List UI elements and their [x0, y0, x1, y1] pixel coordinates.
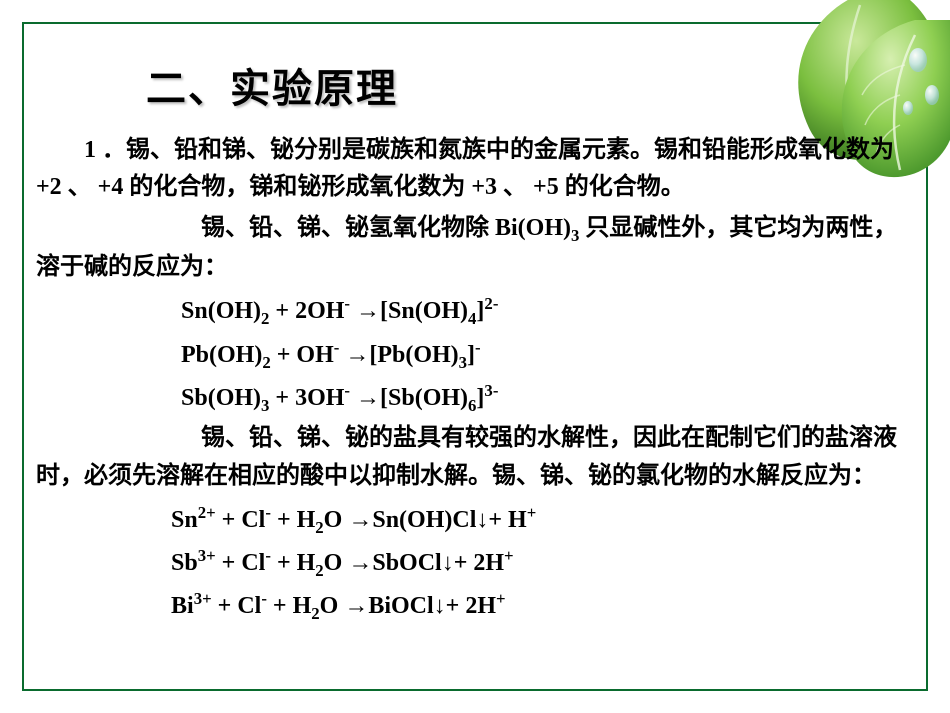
slide-content: 二、实验原理 1 ．锡、铅和锑、铋分别是碳族和氮族中的金属元素。锡和铅能形成氧化… — [36, 36, 914, 629]
paragraph-2: 锡、铅、锑、铋氢氧化物除 Bi(OH)3 只显碱性外，其它均为两性，溶于碱的反应… — [36, 210, 914, 286]
p2-part-a: 锡、铅、锑、铋氢氧化物除 Bi(OH) — [201, 215, 571, 241]
paragraph-3: 锡、铅、锑、铋的盐具有较强的水解性，因此在配制它们的盐溶液时，必须先溶解在相应的… — [36, 420, 914, 494]
p3-text: 锡、铅、锑、铋的盐具有较强的水解性，因此在配制它们的盐溶液时，必须先溶解在相应的… — [36, 425, 897, 488]
section-title: 二、实验原理 — [146, 56, 914, 114]
hydrolysis-1: Sn2+ + Cl- + H2O →Sn(OH)Cl↓+ H+ — [36, 499, 914, 542]
paragraph-1: 1 ．锡、铅和锑、铋分别是碳族和氮族中的金属元素。锡和铅能形成氧化数为 +2 、… — [36, 132, 914, 206]
hydrolysis-3: Bi3+ + Cl- + H2O →BiOCl↓+ 2H+ — [36, 585, 914, 628]
hydrolysis-2: Sb3+ + Cl- + H2O →SbOCl↓+ 2H+ — [36, 542, 914, 585]
equation-3: Sb(OH)3 + 3OH- →[Sb(OH)6]3- — [36, 377, 914, 420]
equation-1: Sn(OH)2 + 2OH- →[Sn(OH)4]2- — [36, 290, 914, 333]
equation-2: Pb(OH)2 + OH- →[Pb(OH)3]- — [36, 334, 914, 377]
